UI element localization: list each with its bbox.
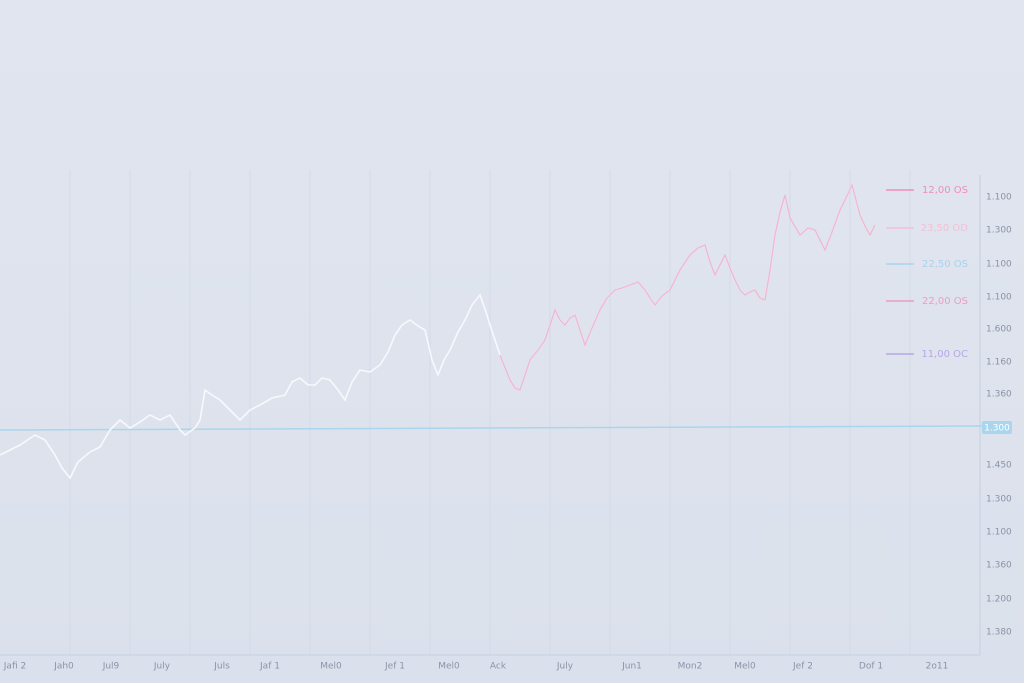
current-price-label: 1.300 (984, 424, 1010, 434)
x-axis-label: Juls (213, 662, 230, 672)
price-series-highlight (499, 182, 876, 391)
y-axis-label: 1.100 (986, 293, 1012, 303)
y-axis-label: 1.200 (986, 595, 1012, 605)
x-axis-label: Mel0 (734, 662, 756, 672)
y-axis-label: 1.100 (986, 193, 1012, 203)
y-axis-label: 1.360 (986, 561, 1012, 571)
x-axis-label: Jah0 (53, 662, 74, 672)
x-axis-label: Jul9 (102, 662, 120, 672)
x-axis-label: Jef 2 (792, 662, 813, 672)
legend-label: 22,50 OS (922, 259, 968, 270)
y-axis-label: 1.160 (986, 358, 1012, 368)
legend-label: 22,00 OS (922, 296, 968, 307)
current-price-box (982, 421, 1012, 434)
legend-label: 23,50 OD (921, 223, 969, 234)
x-axis-label: July (153, 662, 171, 672)
legend-label: 11,00 OC (921, 349, 968, 360)
y-axis-label: 1.300 (986, 495, 1012, 505)
x-axis-label: Jef 1 (384, 662, 405, 672)
legend: 12,00 OS 23,50 OD 22,50 OS 22,00 OS 11,00 OC (886, 185, 968, 360)
x-axis-label: July (556, 662, 574, 672)
x-axis-label: Jafi 2 (3, 662, 26, 672)
x-axis-label: Ack (490, 662, 507, 672)
x-axis-label: Mel0 (320, 662, 342, 672)
price-line (0, 425, 983, 431)
x-axis-label: Mon2 (678, 662, 703, 672)
y-axis-label: 1.100 (986, 528, 1012, 538)
x-axis-label: Jaf 1 (259, 662, 280, 672)
x-axis-label: 2o11 (926, 662, 949, 672)
y-axis-label: 1.380 (986, 628, 1012, 638)
y-axis-label: 1.450 (986, 461, 1012, 471)
x-axis-label: Dof 1 (859, 662, 883, 672)
x-axis-label: Mel0 (438, 662, 460, 672)
y-axis-label: 1.600 (986, 325, 1012, 335)
grid (69, 170, 911, 655)
legend-label: 12,00 OS (922, 185, 968, 196)
y-axis-label: 1.360 (986, 390, 1012, 400)
y-axis-label: 1.300 (986, 226, 1012, 236)
x-axis-label: Jun1 (621, 662, 642, 672)
y-axis-label: 1.100 (986, 260, 1012, 270)
